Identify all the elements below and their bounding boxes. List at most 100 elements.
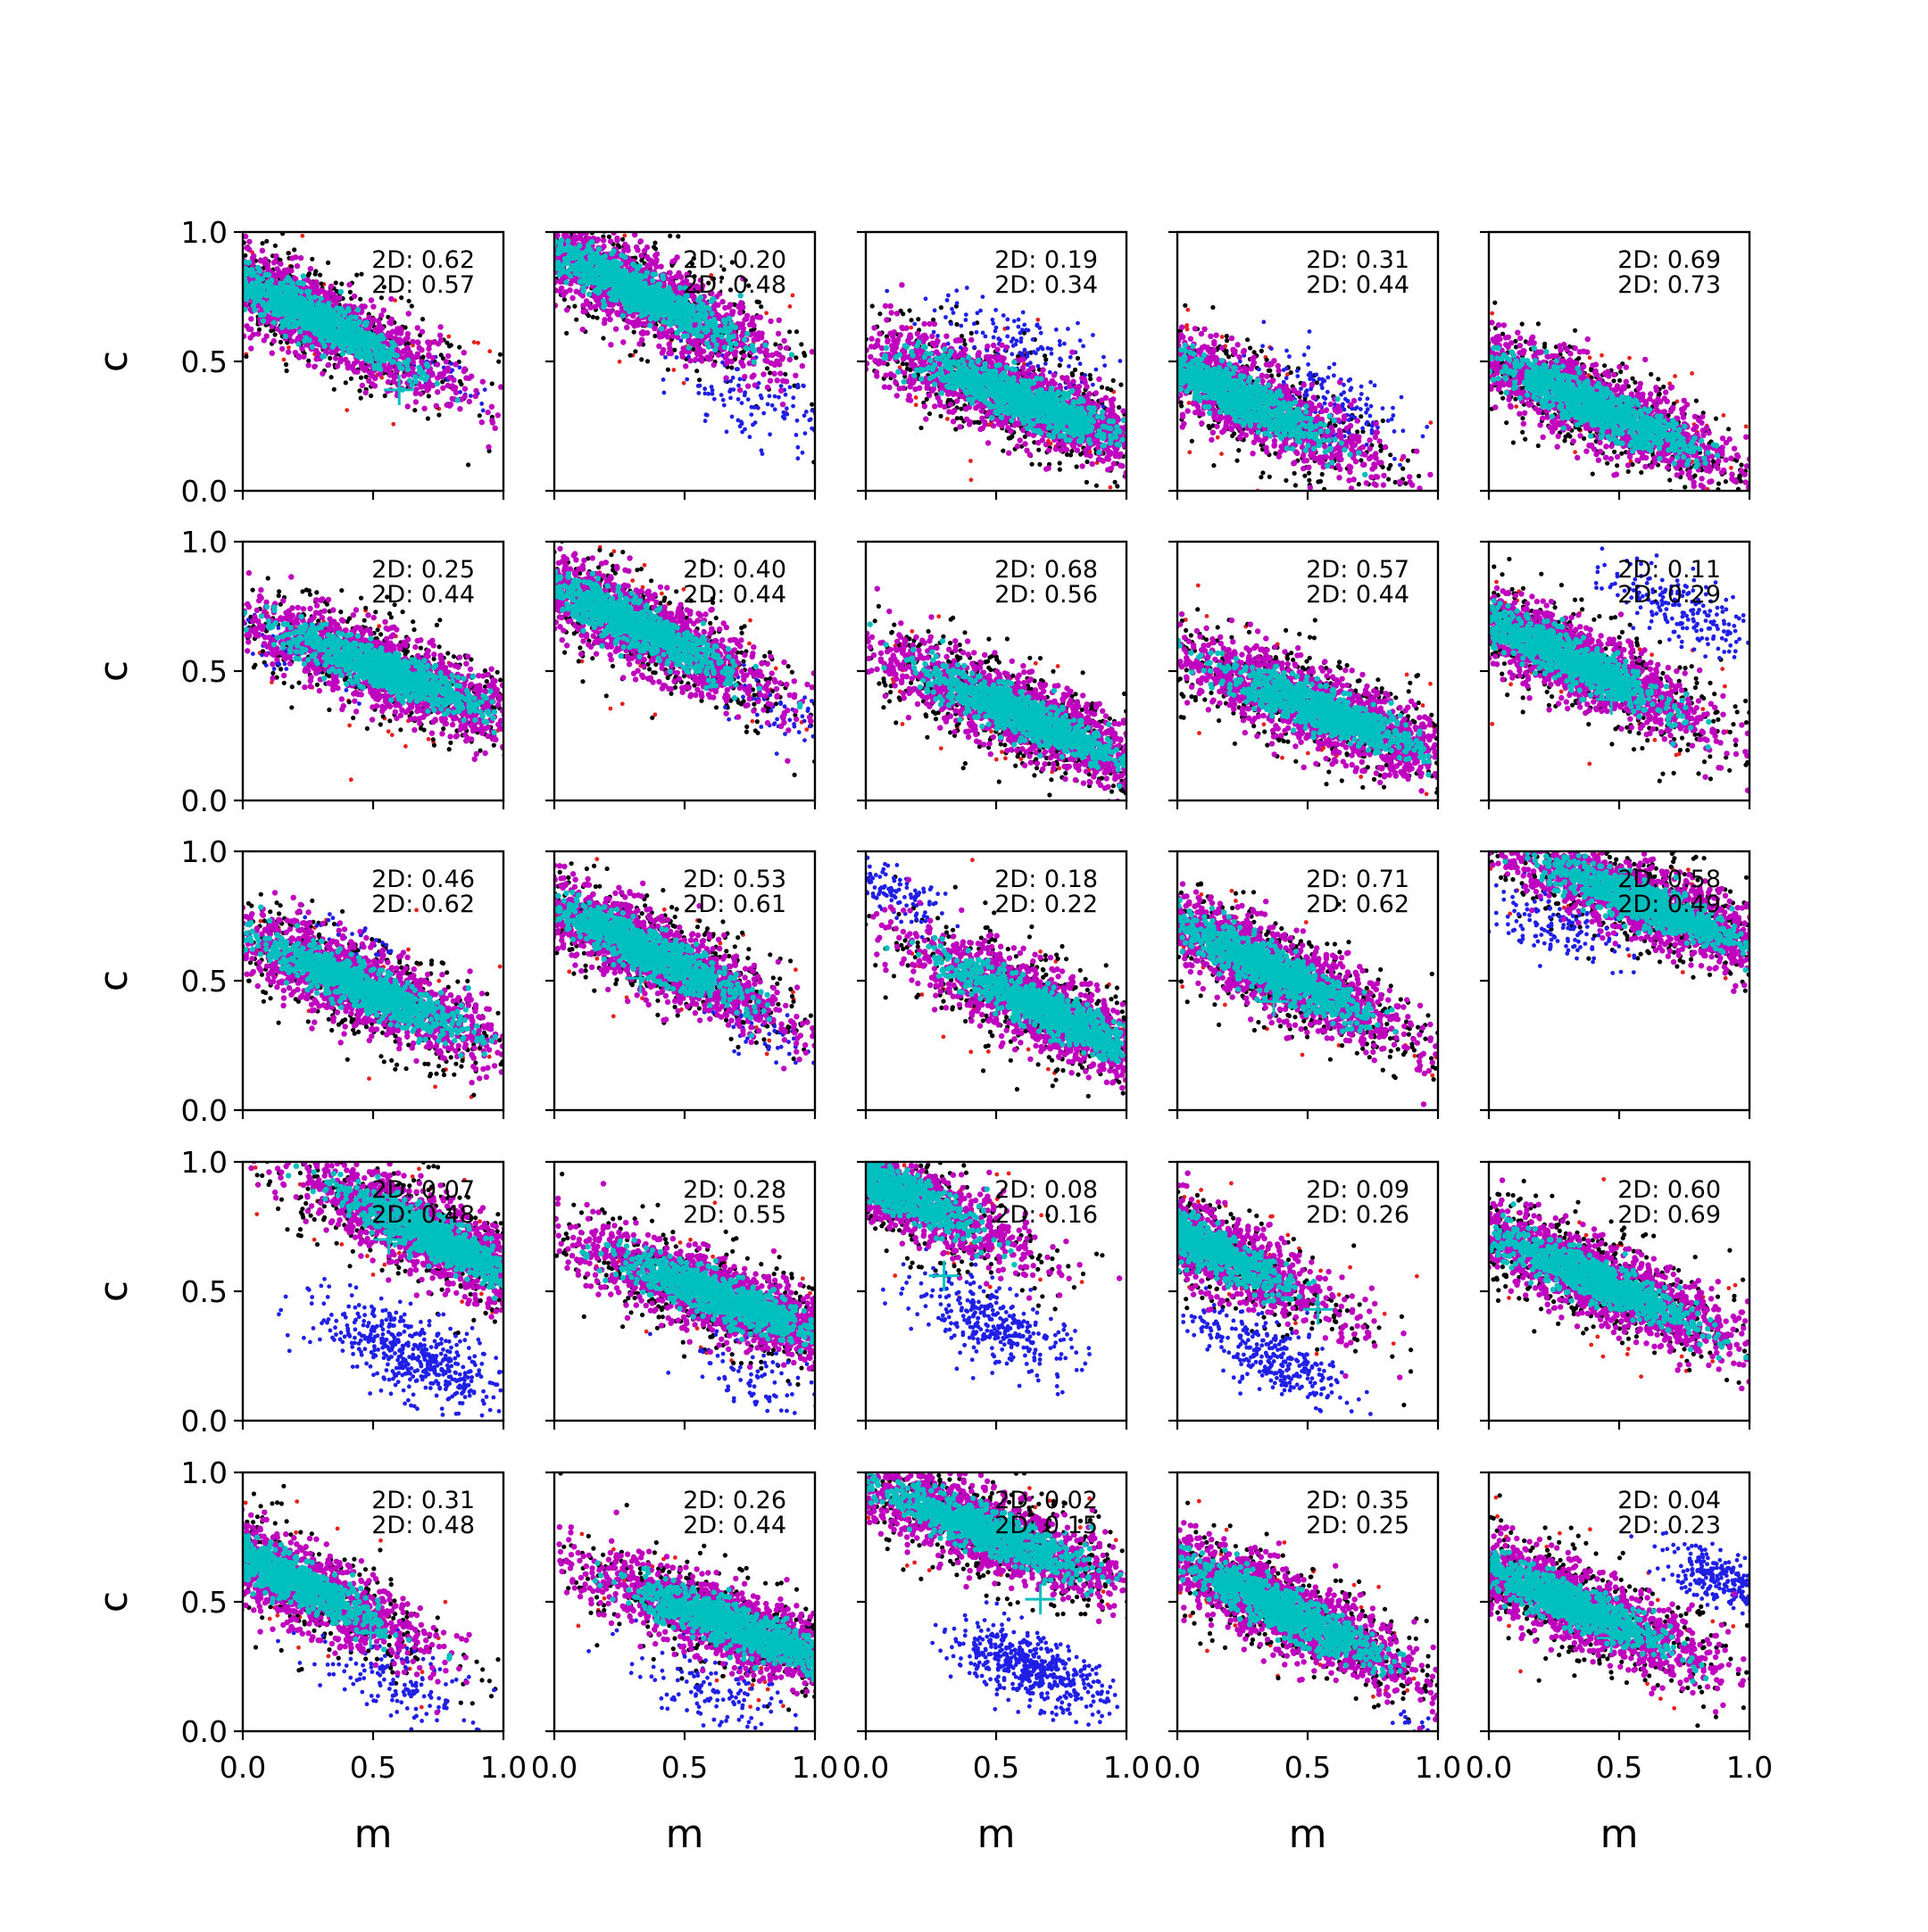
point [773, 407, 777, 411]
point [416, 189, 420, 194]
point [359, 361, 364, 366]
point [750, 315, 755, 320]
point [290, 324, 295, 329]
point [206, 260, 212, 265]
point [580, 327, 586, 332]
point [220, 308, 224, 312]
point [539, 236, 544, 241]
point [449, 361, 453, 366]
point [556, 225, 561, 230]
point [740, 304, 745, 310]
point [540, 227, 545, 232]
point [389, 344, 395, 350]
point [204, 252, 209, 256]
point [167, 294, 171, 299]
point [174, 245, 179, 251]
point [458, 157, 462, 162]
point [225, 255, 230, 261]
point [104, 207, 109, 212]
point [216, 291, 220, 295]
point [314, 284, 320, 289]
point [779, 356, 785, 361]
point [703, 419, 708, 423]
point [219, 303, 223, 308]
point [264, 239, 269, 244]
point [222, 275, 228, 280]
point [353, 315, 358, 320]
point [768, 319, 773, 324]
point [823, 445, 827, 450]
point [528, 227, 534, 232]
point [768, 394, 772, 398]
point [170, 278, 174, 282]
point [536, 207, 540, 211]
point [222, 288, 228, 294]
point [777, 361, 782, 367]
point [515, 398, 519, 402]
point [784, 345, 789, 351]
point [230, 278, 235, 282]
point [424, 361, 429, 367]
point [534, 244, 539, 249]
point [178, 273, 182, 278]
point [742, 374, 747, 379]
point [206, 267, 212, 272]
point [218, 311, 223, 316]
point [783, 372, 787, 377]
point [536, 205, 541, 211]
point [320, 353, 325, 359]
point [712, 397, 717, 402]
point [388, 364, 394, 369]
point [116, 224, 120, 228]
point [463, 197, 469, 203]
point [730, 415, 735, 419]
point [229, 273, 234, 278]
point [225, 278, 229, 282]
point [727, 389, 732, 394]
point [162, 261, 167, 266]
point [309, 303, 314, 309]
point [743, 391, 747, 395]
point [334, 321, 339, 327]
point [511, 236, 516, 241]
point [155, 261, 161, 267]
point [170, 217, 176, 222]
point [142, 265, 147, 270]
point [232, 303, 237, 309]
point [310, 257, 314, 261]
point [213, 277, 219, 282]
point [162, 276, 168, 281]
point [221, 297, 226, 302]
point [528, 289, 532, 294]
point [800, 363, 805, 369]
point [312, 364, 317, 369]
point [186, 273, 191, 278]
point [203, 276, 208, 281]
point [539, 233, 544, 238]
point [104, 187, 110, 193]
point [801, 384, 805, 388]
point [326, 362, 331, 368]
point [172, 236, 178, 242]
point [639, 357, 644, 361]
point [521, 226, 526, 230]
point [559, 286, 564, 291]
point [531, 267, 536, 272]
point [234, 244, 239, 249]
point [427, 342, 432, 347]
point [516, 222, 521, 228]
point [246, 239, 252, 245]
point [230, 245, 236, 250]
point [466, 462, 470, 467]
point [212, 284, 218, 289]
point [279, 346, 285, 352]
point [262, 311, 267, 317]
point [514, 232, 519, 237]
point [539, 254, 544, 260]
point [788, 304, 793, 309]
point [170, 295, 175, 300]
point [464, 201, 470, 206]
point [198, 294, 203, 298]
point [229, 271, 235, 277]
point [516, 217, 521, 222]
